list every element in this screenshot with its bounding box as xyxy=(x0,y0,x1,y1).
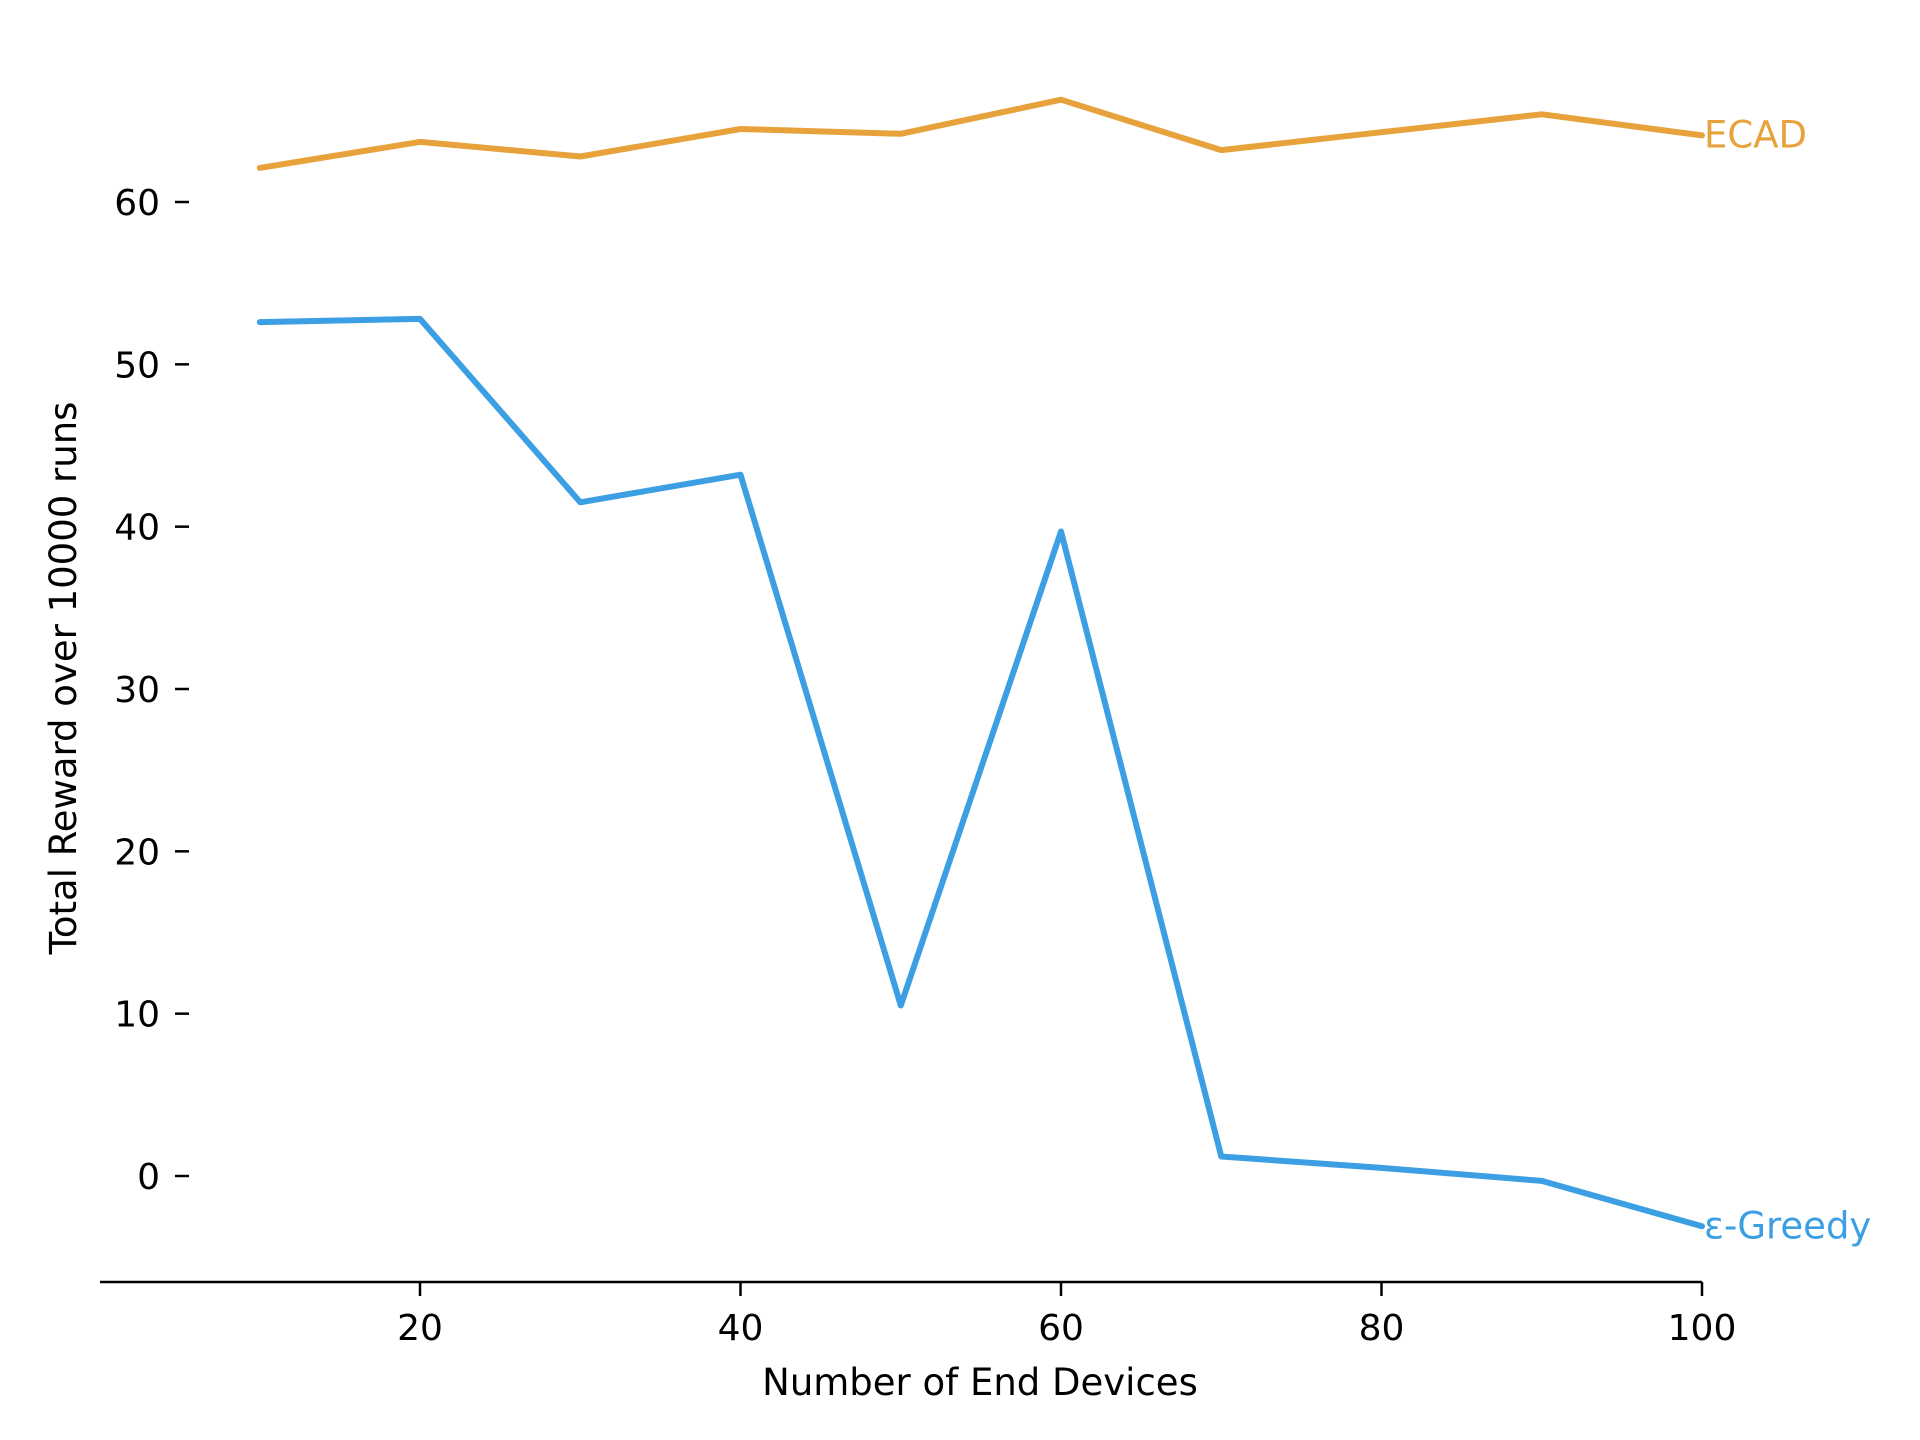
x-tick-label: 80 xyxy=(1359,1308,1405,1349)
y-tick-label: 60 xyxy=(114,183,160,224)
x-axis-title: Number of End Devices xyxy=(762,1361,1198,1404)
y-tick-label: 30 xyxy=(114,670,160,711)
y-tick-label: 0 xyxy=(137,1157,160,1198)
x-tick-label: 40 xyxy=(718,1308,764,1349)
series-line-1 xyxy=(256,96,1705,171)
x-tick-label: 60 xyxy=(1038,1308,1084,1349)
y-tick-label: 50 xyxy=(114,345,160,386)
series-layer: ECAD ε-Greedy xyxy=(256,96,1871,1247)
series-line-2 xyxy=(256,315,1705,1230)
y-tick-label: 40 xyxy=(114,508,160,549)
y-tick-label: 20 xyxy=(114,832,160,873)
series-label-2: ε-Greedy xyxy=(1704,1204,1871,1247)
y-axis-title: Total Reward over 10000 runs xyxy=(42,402,85,956)
y-axis: 0 10 20 30 40 50 60 xyxy=(114,183,189,1198)
series-label-1: ECAD xyxy=(1704,113,1807,156)
y-tick-label: 10 xyxy=(114,995,160,1036)
x-tick-label: 20 xyxy=(397,1308,443,1349)
x-tick-label: 100 xyxy=(1668,1308,1737,1349)
x-axis: 20 40 60 80 100 xyxy=(100,1280,1737,1349)
